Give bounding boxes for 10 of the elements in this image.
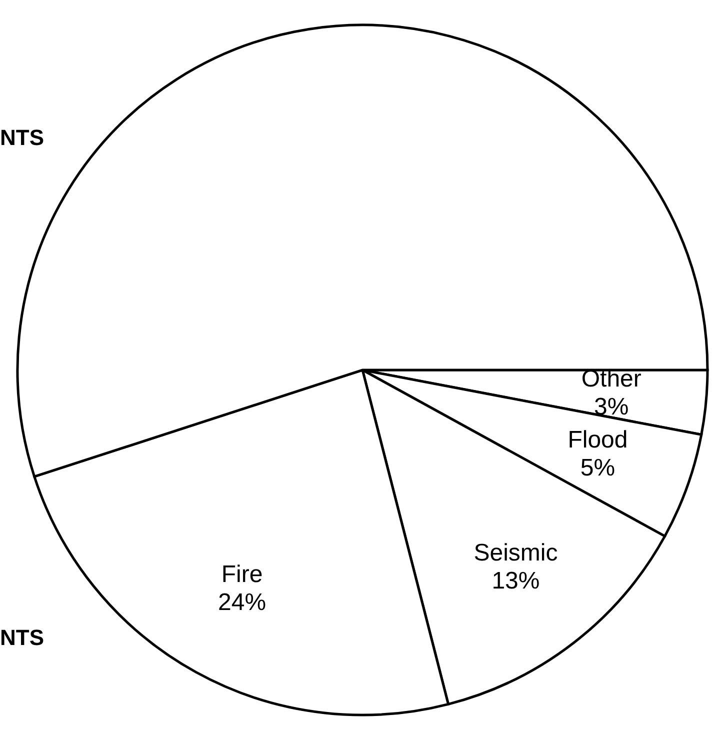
data-label: 3%: [594, 394, 629, 421]
slice-label: Fire: [221, 561, 263, 588]
slice-label: Other: [581, 366, 642, 393]
data-label: 24%: [218, 589, 266, 616]
slice-label: Seismic: [474, 540, 558, 567]
data-label: 5%: [580, 454, 616, 482]
data-label: 13%: [492, 568, 540, 595]
slice-label: Flood: [568, 426, 628, 454]
text: NTS: [0, 625, 44, 651]
text: NTS: [0, 125, 44, 151]
